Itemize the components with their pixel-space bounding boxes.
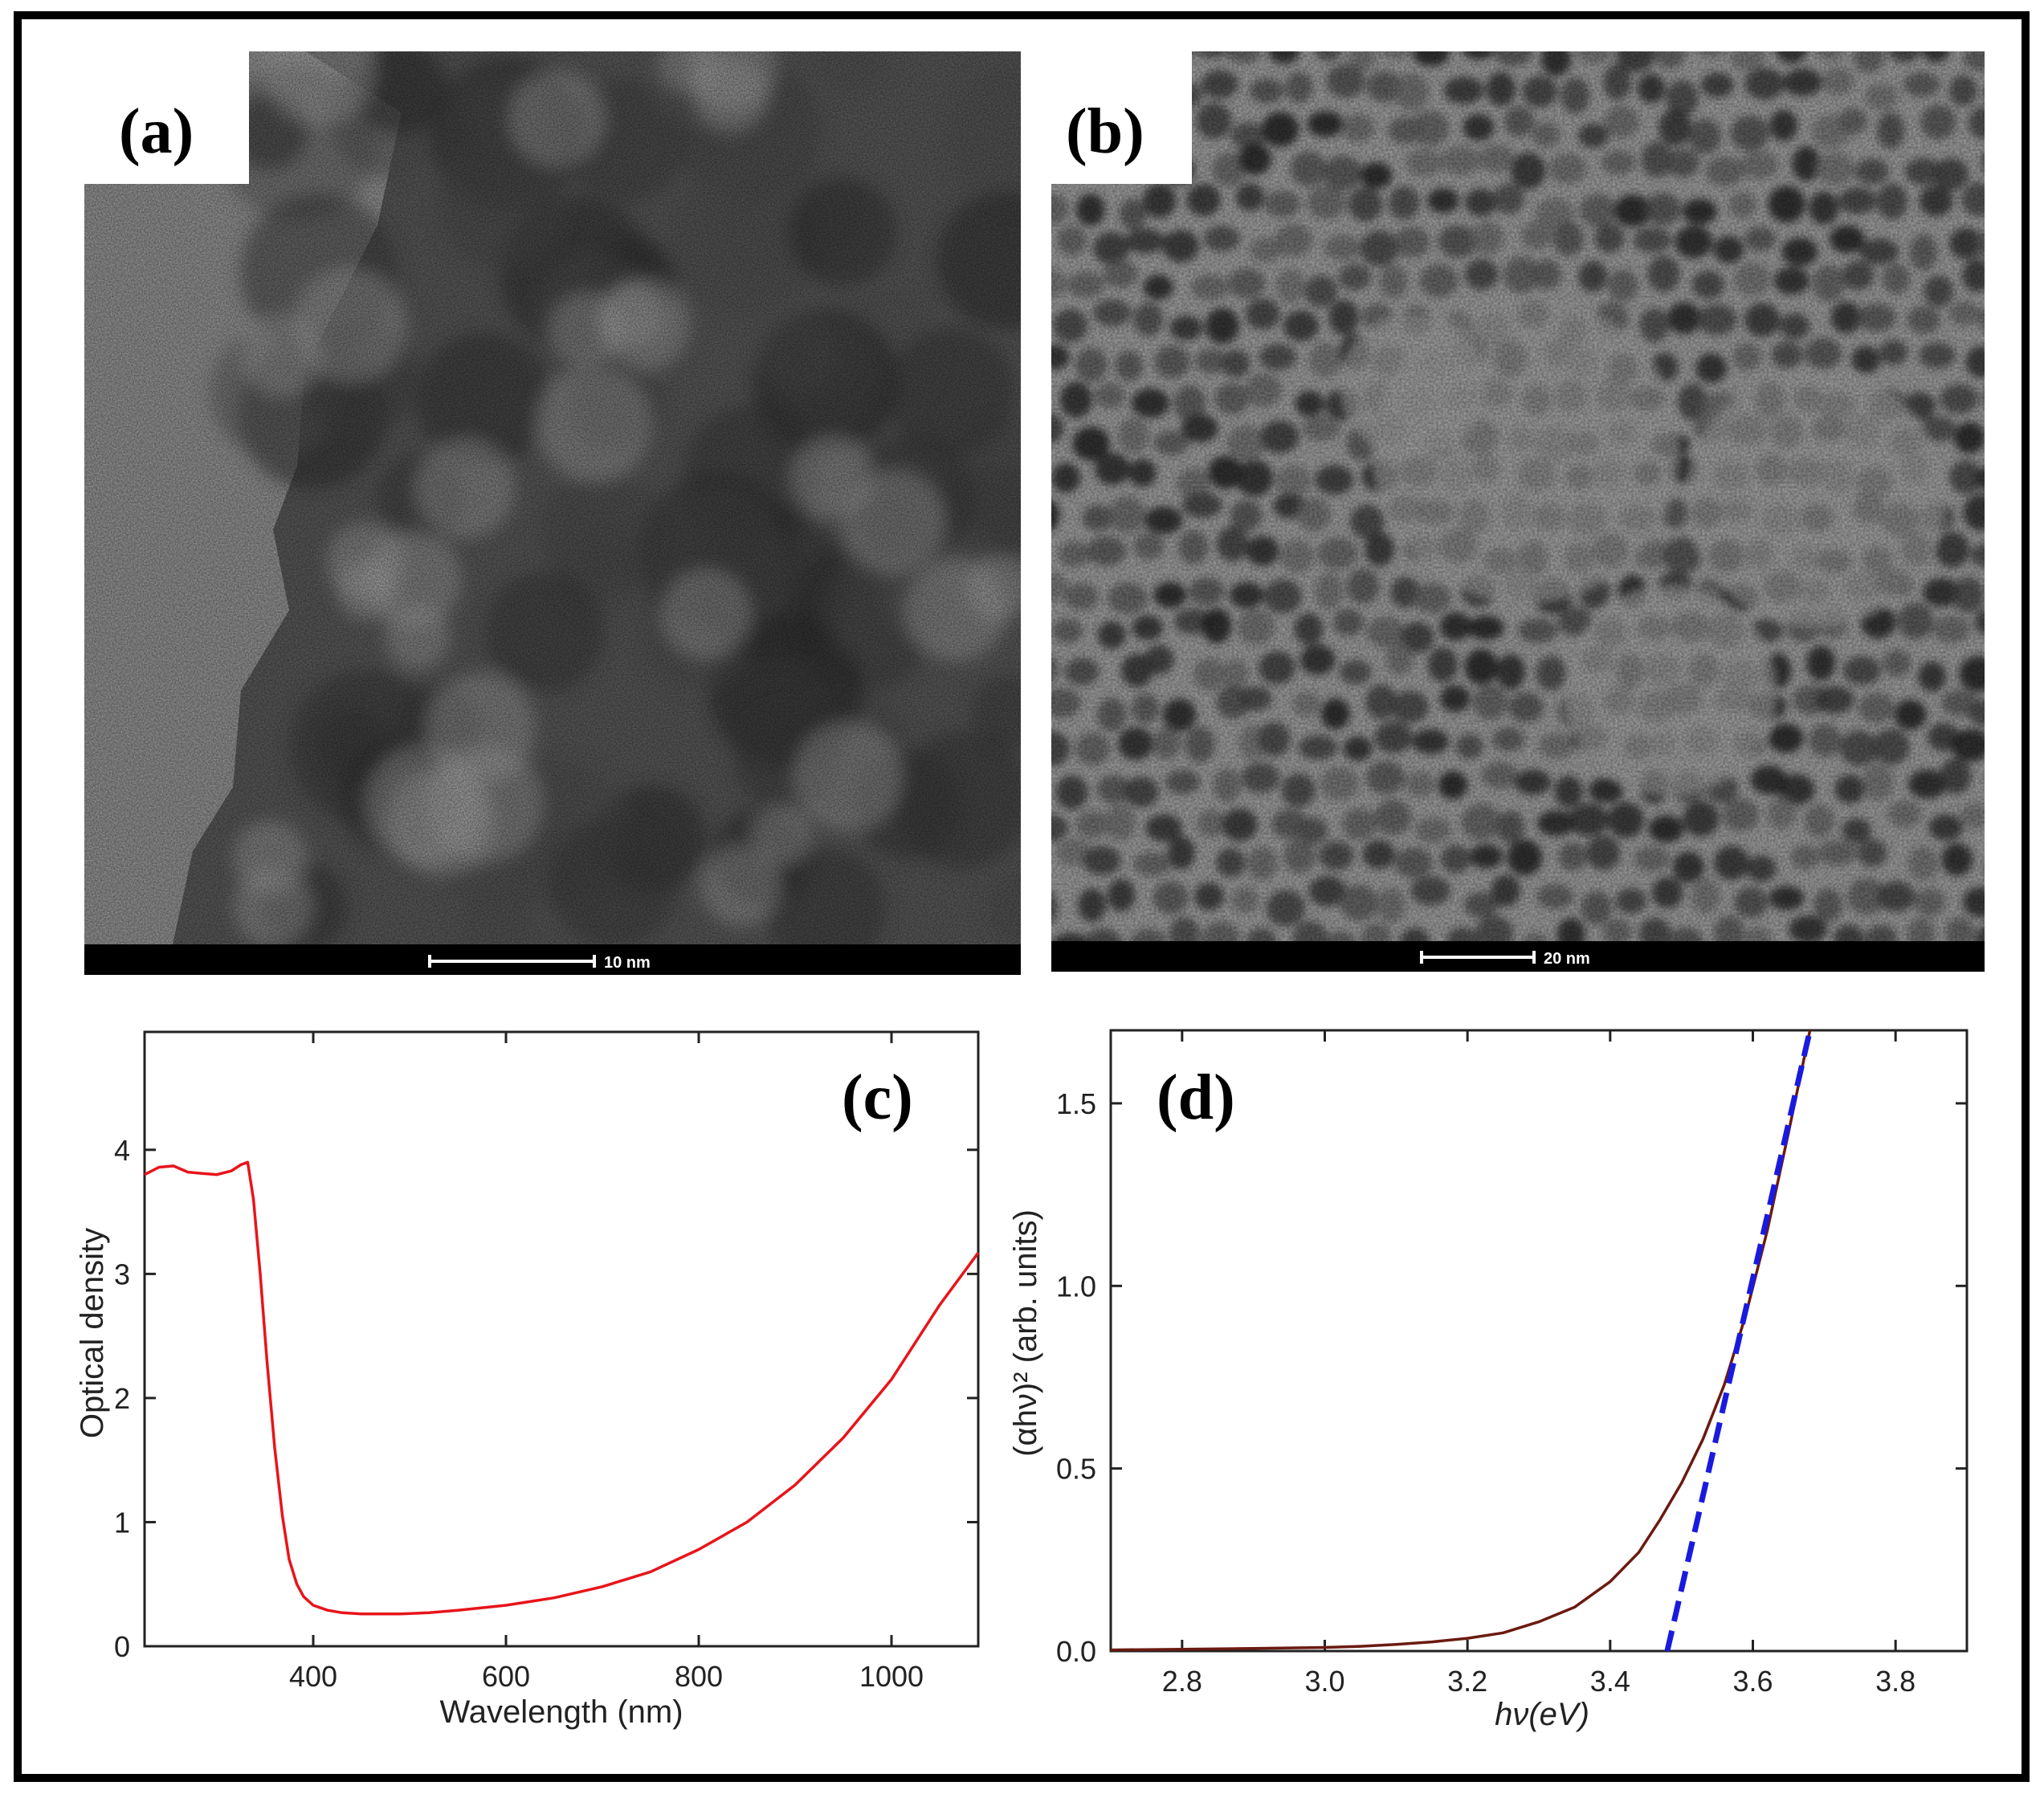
x-tick-label: 3.8	[1875, 1665, 1915, 1698]
y-axis-title-c: Optical density	[75, 1228, 110, 1438]
tem-image-a	[84, 51, 1021, 944]
scale-bar-label-a: 10 nm	[604, 954, 651, 972]
panel-label-b: (b)	[1066, 96, 1144, 167]
x-tick-label: 3.2	[1447, 1665, 1487, 1698]
x-tick-labels-c: 400 600 800 1000	[289, 1660, 924, 1693]
panel-a: (a) 10 nm	[84, 51, 1021, 975]
y-tick-label: 1.0	[1056, 1270, 1096, 1303]
label-box-b	[1051, 51, 1192, 184]
scale-bar-b	[1420, 951, 1536, 964]
plot-area-d	[1109, 1029, 1969, 1653]
y-tick-label: 3	[114, 1258, 130, 1290]
y-tick-label: 2	[114, 1382, 130, 1415]
x-tick-labels-d: 2.8 3.0 3.2 3.4 3.6 3.8	[1162, 1665, 1915, 1698]
x-tick-label: 1000	[859, 1660, 924, 1693]
scale-bar-label-b: 20 nm	[1544, 950, 1590, 968]
panel-label-c: (c)	[842, 1062, 913, 1133]
y-tick-label: 0.5	[1056, 1453, 1096, 1486]
y-tick-label: 0.0	[1056, 1635, 1096, 1668]
y-tick-labels-c: 0 1 2 3 4	[114, 1134, 130, 1663]
y-tick-label: 4	[114, 1134, 130, 1167]
x-tick-label: 3.4	[1590, 1665, 1630, 1698]
y-tick-label: 1	[114, 1506, 130, 1539]
x-tick-label: 3.0	[1304, 1665, 1344, 1698]
x-tick-label: 3.6	[1732, 1665, 1773, 1698]
x-tick-label: 2.8	[1162, 1665, 1202, 1698]
label-box-a	[84, 51, 249, 184]
scale-bar-a	[428, 955, 596, 968]
plot-area-c	[143, 1030, 980, 1648]
panel-label-a: (a)	[119, 96, 194, 167]
y-axis-title-d: (αhν)² (arb. units)	[1008, 1209, 1043, 1457]
chart-c: 400 600 800 1000 0 1 2 3 4 Wavelength (nm) Opti…	[75, 1030, 980, 1730]
x-axis-title-d: hν(eV)	[1495, 1697, 1589, 1732]
y-tick-label: 0	[114, 1630, 130, 1663]
x-tick-label: 400	[289, 1660, 337, 1693]
y-tick-labels-d: 0.0 0.5 1.0 1.5	[1056, 1087, 1096, 1668]
fit-line-d	[1664, 1030, 1813, 1652]
x-tick-label: 800	[675, 1660, 723, 1693]
panel-label-d: (d)	[1157, 1062, 1235, 1133]
panel-b: (b) 20 nm	[1051, 51, 1985, 972]
chart-d: 2.8 3.0 3.2 3.4 3.6 3.8 0.0 0.5 1.0 1.5 hν(eV) (…	[1008, 1029, 1969, 1732]
x-axis-title-c: Wavelength (nm)	[439, 1694, 683, 1730]
series-line-c	[144, 1160, 980, 1616]
y-tick-label: 1.5	[1056, 1087, 1096, 1120]
x-tick-label: 600	[482, 1660, 530, 1693]
tick-marks-c	[145, 1032, 978, 1648]
